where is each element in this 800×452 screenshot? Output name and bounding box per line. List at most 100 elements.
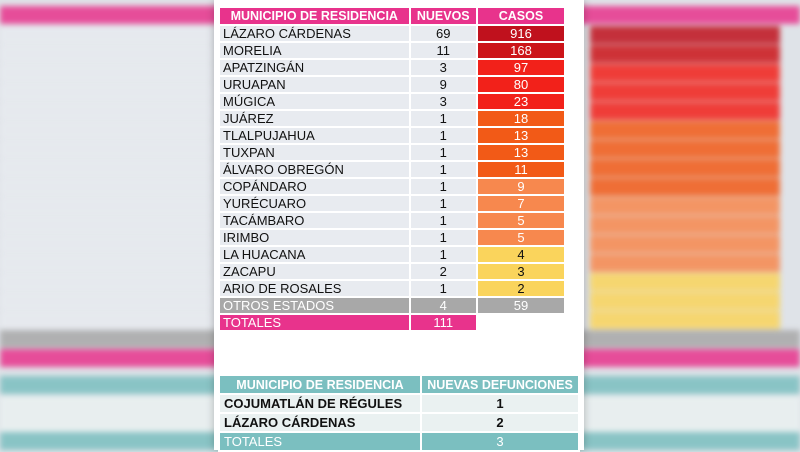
nuevos-cell: 2	[408, 262, 478, 281]
casos-row: IRIMBO 1 5	[218, 228, 567, 247]
municipio-cell: ARIO DE ROSALES	[218, 279, 411, 298]
municipio-cell: URUAPAN	[218, 75, 411, 94]
municipio-cell: TLALPUJAHUA	[218, 126, 411, 145]
data-panel: MUNICIPIO DE RESIDENCIA NUEVOS CASOS LÁZ…	[214, 0, 584, 452]
header-casos: CASOS	[475, 6, 567, 26]
casos-row: YURÉCUARO 1 7	[218, 194, 567, 213]
totales-row: TOTALES 111	[218, 313, 567, 332]
bg-row-left	[0, 216, 214, 234]
nuevos-cell: 1	[408, 211, 478, 230]
bg-row-right	[590, 254, 780, 272]
def-header-municipio: MUNICIPIO DE RESIDENCIA	[218, 374, 422, 395]
casos-row: ARIO DE ROSALES 1 2	[218, 279, 567, 298]
municipio-cell: ÁLVARO OBREGÓN	[218, 160, 411, 179]
casos-cell: 916	[475, 24, 567, 43]
casos-row: ZACAPU 2 3	[218, 262, 567, 281]
nuevos-cell: 1	[408, 279, 478, 298]
bg-row-right	[590, 140, 780, 158]
casos-header-row: MUNICIPIO DE RESIDENCIA NUEVOS CASOS	[218, 6, 567, 26]
defunciones-table: MUNICIPIO DE RESIDENCIA NUEVAS DEFUNCION…	[218, 374, 580, 452]
casos-cell: 2	[475, 279, 567, 298]
totales-nuevos: 111	[408, 313, 478, 332]
casos-body: LÁZARO CÁRDENAS 69 916 MORELIA 11 168 APATZING…	[218, 24, 567, 298]
nuevos-cell: 3	[408, 58, 478, 77]
bg-row-right	[590, 64, 780, 82]
casos-cell: 97	[475, 58, 567, 77]
def-row: LÁZARO CÁRDENAS 2	[218, 412, 580, 433]
def-valor: 1	[420, 393, 580, 414]
nuevos-cell: 1	[408, 160, 478, 179]
casos-cell: 13	[475, 143, 567, 162]
bg-row-right	[590, 159, 780, 177]
casos-row: TACÁMBARO 1 5	[218, 211, 567, 230]
casos-row: LA HUACANA 1 4	[218, 245, 567, 264]
municipio-cell: JUÁREZ	[218, 109, 411, 128]
otros-casos: 59	[475, 296, 567, 315]
casos-cell: 5	[475, 211, 567, 230]
municipio-cell: IRIMBO	[218, 228, 411, 247]
bg-row-left	[0, 254, 214, 272]
casos-cell: 11	[475, 160, 567, 179]
bg-row-right	[590, 83, 780, 101]
casos-cell: 23	[475, 92, 567, 111]
casos-row: APATZINGÁN 3 97	[218, 58, 567, 77]
casos-cell: 168	[475, 41, 567, 60]
bg-row-left	[0, 140, 214, 158]
bg-row-left	[0, 64, 214, 82]
bg-row-left	[0, 26, 214, 44]
municipio-cell: ZACAPU	[218, 262, 411, 281]
header-nuevos: NUEVOS	[408, 6, 478, 26]
bg-row-left	[0, 102, 214, 120]
bg-row-left	[0, 83, 214, 101]
nuevos-cell: 1	[408, 228, 478, 247]
bg-row-right	[590, 273, 780, 291]
municipio-cell: LA HUACANA	[218, 245, 411, 264]
municipio-cell: TACÁMBARO	[218, 211, 411, 230]
bg-row-right	[590, 216, 780, 234]
municipio-cell: YURÉCUARO	[218, 194, 411, 213]
nuevos-cell: 1	[408, 177, 478, 196]
otros-label: OTROS ESTADOS	[218, 296, 411, 315]
bg-row-right	[590, 26, 780, 44]
otros-estados-row: OTROS ESTADOS 4 59	[218, 296, 567, 315]
casos-cell: 18	[475, 109, 567, 128]
nuevos-cell: 3	[408, 92, 478, 111]
bg-row-left	[0, 159, 214, 177]
def-row: COJUMATLÁN DE RÉGULES 1	[218, 393, 580, 414]
totales-label: TOTALES	[218, 313, 411, 332]
bg-row-left	[0, 197, 214, 215]
casos-cell: 5	[475, 228, 567, 247]
casos-cell: 4	[475, 245, 567, 264]
bg-row-left	[0, 178, 214, 196]
def-municipio: COJUMATLÁN DE RÉGULES	[218, 393, 422, 414]
def-totales-row: TOTALES 3	[218, 431, 580, 452]
bg-row-right	[590, 235, 780, 253]
nuevos-cell: 11	[408, 41, 478, 60]
nuevos-cell: 1	[408, 109, 478, 128]
bg-row-right	[590, 311, 780, 329]
def-header-defunciones: NUEVAS DEFUNCIONES	[420, 374, 580, 395]
totales-casos-empty	[475, 313, 567, 332]
def-totales-valor: 3	[420, 431, 580, 452]
casos-row: URUAPAN 9 80	[218, 75, 567, 94]
casos-row: ÁLVARO OBREGÓN 1 11	[218, 160, 567, 179]
def-municipio: LÁZARO CÁRDENAS	[218, 412, 422, 433]
municipio-cell: LÁZARO CÁRDENAS	[218, 24, 411, 43]
casos-row: COPÁNDARO 1 9	[218, 177, 567, 196]
nuevos-cell: 1	[408, 245, 478, 264]
bg-row-right	[590, 178, 780, 196]
bg-row-right	[590, 121, 780, 139]
municipio-cell: COPÁNDARO	[218, 177, 411, 196]
bg-row-right	[590, 45, 780, 63]
casos-cell: 80	[475, 75, 567, 94]
casos-cell: 3	[475, 262, 567, 281]
bg-row-right	[590, 102, 780, 120]
bg-row-left	[0, 45, 214, 63]
nuevos-cell: 1	[408, 143, 478, 162]
bg-row-left	[0, 292, 214, 310]
def-valor: 2	[420, 412, 580, 433]
bg-row-left	[0, 235, 214, 253]
casos-cell: 13	[475, 126, 567, 145]
casos-row: TLALPUJAHUA 1 13	[218, 126, 567, 145]
bg-row-left	[0, 311, 214, 329]
